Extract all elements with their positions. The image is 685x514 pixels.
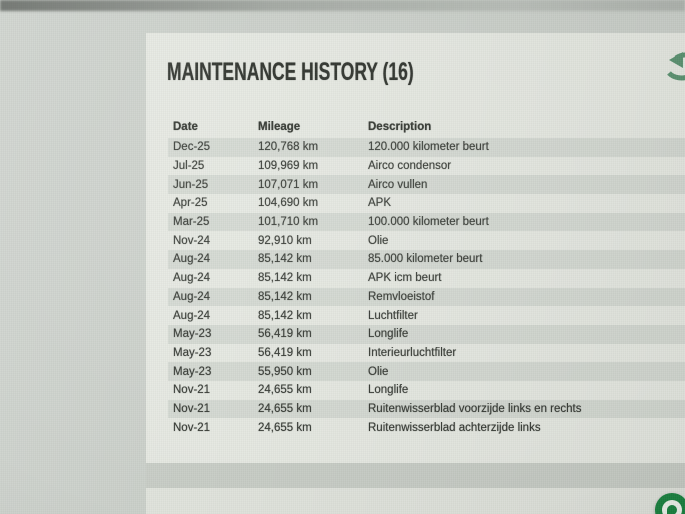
date-cell: Dec-25 xyxy=(173,141,211,154)
description-cell: APK icm beurt xyxy=(368,272,442,285)
table-row: Aug-24 85,142 km Remvloeistof xyxy=(168,287,685,307)
date-cell: May-23 xyxy=(173,365,212,378)
description-cell: Remvloeistof xyxy=(368,290,435,303)
mileage-cell: 56,419 km xyxy=(258,328,312,341)
description-cell: 100.000 kilometer beurt xyxy=(368,216,489,229)
date-cell: Jun-25 xyxy=(173,178,209,191)
column-header-description: Description xyxy=(368,120,432,133)
date-cell: Nov-24 xyxy=(173,234,211,247)
chat-bubble-icon xyxy=(662,500,682,514)
circular-arrows-icon[interactable] xyxy=(663,49,685,89)
mileage-cell: 56,419 km xyxy=(258,346,312,359)
description-cell: Olie xyxy=(368,234,389,247)
table-row: May-23 55,950 km Olie xyxy=(168,362,685,381)
table-body: Dec-25 120,768 km 120.000 kilometer beur… xyxy=(168,138,685,437)
chat-glyph xyxy=(667,505,677,514)
page-title: MAINTENANCE HISTORY (16) xyxy=(167,58,414,86)
date-cell: Nov-21 xyxy=(173,384,211,397)
description-cell: Interieurluchtfilter xyxy=(368,346,457,359)
mileage-cell: 104,690 km xyxy=(258,197,319,210)
next-section-card xyxy=(146,488,685,514)
date-cell: Aug-24 xyxy=(173,253,211,266)
mileage-cell: 24,655 km xyxy=(258,402,312,415)
table-row: May-23 56,419 km Interieurluchtfilter xyxy=(168,344,685,363)
date-cell: Aug-24 xyxy=(173,309,211,322)
date-cell: Apr-25 xyxy=(173,197,208,210)
description-cell: Longlife xyxy=(368,328,409,341)
date-cell: Jul-25 xyxy=(173,160,205,173)
description-cell: 85.000 kilometer beurt xyxy=(368,253,483,266)
mileage-cell: 107,071 km xyxy=(258,178,319,191)
table-row: Aug-24 85,142 km Luchtfilter xyxy=(168,306,685,325)
table-row: Mar-25 101,710 km 100.000 kilometer beur… xyxy=(168,212,685,232)
mileage-cell: 24,655 km xyxy=(258,384,312,397)
chat-bubble-button[interactable] xyxy=(655,493,685,514)
description-cell: Longlife xyxy=(368,384,409,397)
table-row: Nov-21 24,655 km Ruitenwisserblad achter… xyxy=(168,418,685,437)
mileage-cell: 85,142 km xyxy=(258,309,312,322)
description-cell: 120.000 kilometer beurt xyxy=(368,141,489,154)
table-row: Nov-24 92,910 km Olie xyxy=(168,231,685,250)
mileage-cell: 55,950 km xyxy=(258,365,312,378)
table-row: Aug-24 85,142 km APK icm beurt xyxy=(168,269,685,288)
date-cell: May-23 xyxy=(173,328,212,341)
date-cell: May-23 xyxy=(173,346,212,359)
section-divider-band xyxy=(146,463,685,488)
column-header-mileage: Mileage xyxy=(258,120,301,133)
circular-arrows-glyph xyxy=(667,52,685,81)
mileage-cell: 85,142 km xyxy=(258,253,312,266)
mileage-cell: 24,655 km xyxy=(258,421,312,434)
description-cell: Luchtfilter xyxy=(368,309,418,322)
maintenance-history-card xyxy=(146,33,685,463)
date-cell: Aug-24 xyxy=(173,290,211,303)
table-row: Aug-24 85,142 km 85.000 kilometer beurt xyxy=(168,250,685,269)
date-cell: Nov-21 xyxy=(173,421,211,434)
description-cell: APK xyxy=(368,197,392,210)
screen-top-shadow xyxy=(0,0,685,11)
date-cell: Aug-24 xyxy=(173,272,211,285)
description-cell: Ruitenwisserblad voorzijde links en rech… xyxy=(368,402,582,415)
mileage-cell: 120,768 km xyxy=(258,141,319,154)
mileage-cell: 92,910 km xyxy=(258,234,312,247)
table-row: Dec-25 120,768 km 120.000 kilometer beur… xyxy=(168,138,685,157)
mileage-cell: 85,142 km xyxy=(258,272,312,285)
table-row: Jun-25 107,071 km Airco vullen xyxy=(168,175,685,195)
mileage-cell: 85,142 km xyxy=(258,290,312,303)
table-row: May-23 56,419 km Longlife xyxy=(168,324,685,344)
mileage-cell: 109,969 km xyxy=(258,160,319,173)
column-header-date: Date xyxy=(173,120,198,133)
table-row: Nov-21 24,655 km Longlife xyxy=(168,381,685,400)
mileage-cell: 101,710 km xyxy=(258,216,319,229)
table-row: Apr-25 104,690 km APK xyxy=(168,194,685,213)
table-row: Nov-21 24,655 km Ruitenwisserblad voorzi… xyxy=(168,399,685,419)
table-row: Jul-25 109,969 km Airco condensor xyxy=(168,157,685,176)
description-cell: Airco vullen xyxy=(368,178,428,191)
description-cell: Olie xyxy=(368,365,389,378)
date-cell: Nov-21 xyxy=(173,402,211,415)
description-cell: Airco condensor xyxy=(368,160,452,173)
date-cell: Mar-25 xyxy=(173,216,210,229)
description-cell: Ruitenwisserblad achterzijde links xyxy=(368,421,541,434)
table-header-row: Date Mileage Description xyxy=(168,117,685,136)
maintenance-history-table: Date Mileage Description Dec-25 120,768 … xyxy=(168,117,685,437)
